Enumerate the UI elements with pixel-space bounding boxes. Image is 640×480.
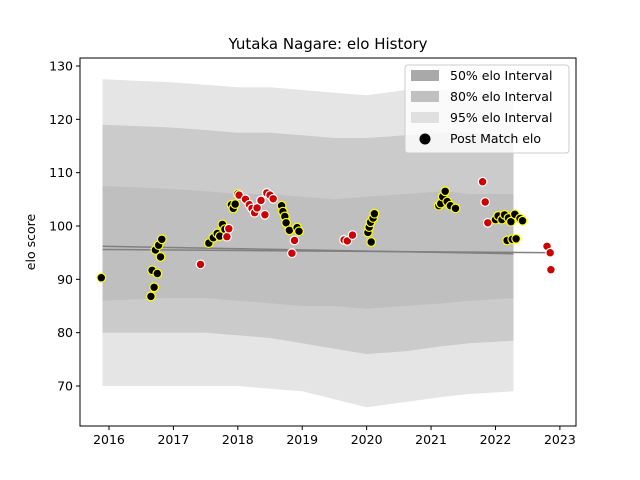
legend-swatch-50 [411,70,439,81]
data-point-75 [546,264,556,275]
data-point-5 [152,268,163,279]
chart-title: Yutaka Nagare: elo History [227,35,427,53]
legend-label-95: 95% elo Interval [450,110,552,125]
plot-frame [79,57,577,427]
post-match-points [96,176,556,302]
y-axis-label: elo score [23,214,38,271]
legend-marker-post-match [419,133,431,145]
data-point-20 [230,199,241,210]
data-point-27 [252,202,263,213]
data-point-44 [347,230,358,241]
legend-label-post-match: Post Match elo [450,131,541,146]
data-point-54 [440,186,451,197]
y-tick-label-80: 80 [57,325,73,340]
x-tick-label-2018: 2018 [222,432,254,447]
data-point-67 [506,216,516,227]
data-point-58 [477,176,488,187]
x-axis: 2016 2017 2018 2019 2020 2021 2022 2023 [93,426,576,447]
y-tick-label-120: 120 [49,112,73,127]
data-point-41 [294,226,304,237]
band-50 [102,186,514,309]
y-tick-label-70: 70 [57,379,73,394]
mean-lines [102,245,554,255]
data-point-70 [511,233,521,244]
x-tick-label-2020: 2020 [351,432,383,447]
data-point-0 [96,272,107,283]
data-point-16 [221,231,232,242]
data-point-29 [260,209,270,220]
data-point-32 [268,193,279,204]
y-tick-label-110: 110 [49,165,73,180]
x-tick-label-2019: 2019 [286,432,318,447]
data-point-1 [145,291,156,302]
data-point-72 [517,215,528,226]
x-tick-label-2023: 2023 [544,432,576,447]
interval-bands [102,79,514,408]
legend-frame [404,64,570,154]
y-tick-label-100: 100 [49,219,73,234]
data-point-28 [256,195,266,206]
data-point-7 [155,251,166,262]
data-point-59 [480,197,491,207]
x-tick-label-2017: 2017 [157,432,189,447]
mean-line-1 [102,248,554,254]
data-point-8 [156,234,167,245]
data-point-57 [450,203,461,214]
x-tick-label-2016: 2016 [93,432,125,447]
x-tick-label-2021: 2021 [415,432,447,447]
data-point-74 [545,247,556,258]
legend-label-80: 80% elo Interval [450,89,552,104]
legend: 50% elo Interval 80% elo Interval 95% el… [404,64,570,154]
y-axis: 70 80 90 100 110 120 130 [49,59,80,394]
data-point-9 [195,259,206,270]
band-80 [102,124,514,354]
data-point-38 [287,248,297,259]
y-tick-label-90: 90 [57,272,73,287]
data-point-3 [149,282,160,293]
y-tick-label-130: 130 [49,59,73,74]
legend-swatch-80 [411,91,439,102]
data-point-17 [223,223,234,234]
data-point-48 [366,237,377,247]
x-tick-label-2022: 2022 [480,432,512,447]
data-point-50 [369,208,380,219]
legend-swatch-95 [411,112,439,123]
data-point-39 [289,235,300,246]
legend-label-50: 50% elo Interval [450,68,552,83]
